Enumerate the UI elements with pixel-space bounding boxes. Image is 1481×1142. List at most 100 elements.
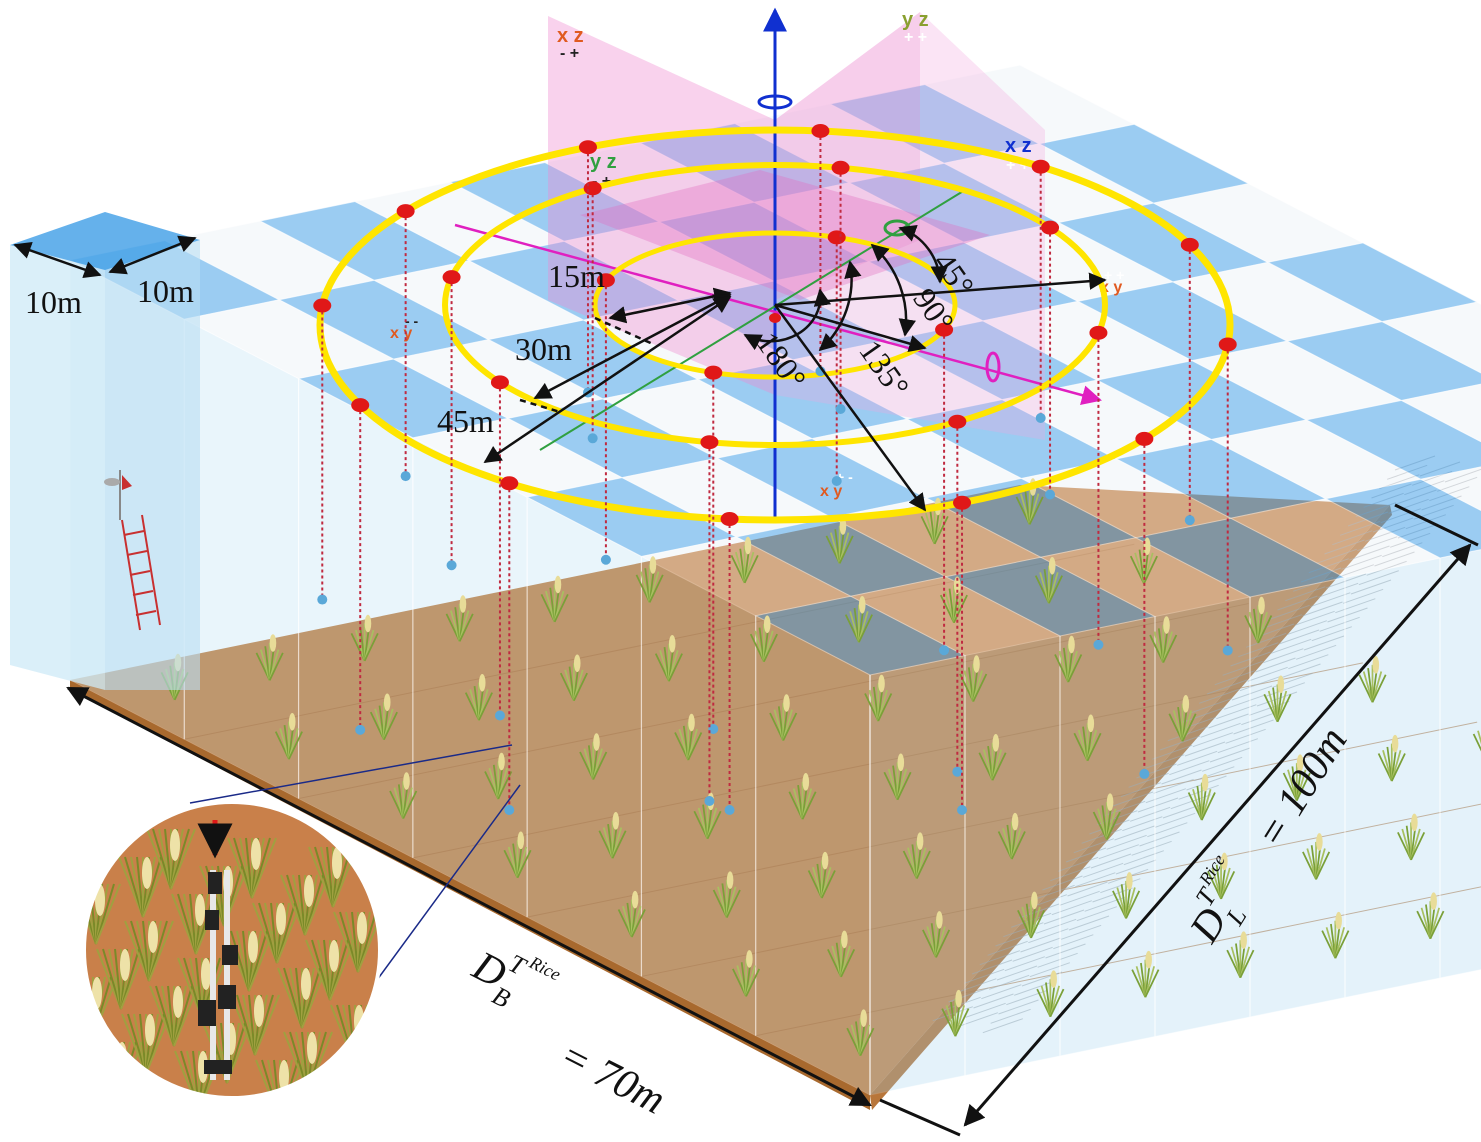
rotation-ring-icon xyxy=(985,351,1001,383)
rice-plant-icon xyxy=(1472,730,1481,752)
plane-tags: x z - + y z + + x z + + y z - + x y - - … xyxy=(390,9,1124,500)
anemometer-icon xyxy=(104,470,132,520)
grid-cell xyxy=(1037,123,1251,204)
ground-sensor xyxy=(1139,768,1150,779)
cell-size-arrows xyxy=(13,235,197,279)
plane-tag-sign: + + xyxy=(904,29,927,46)
rice-plant-icon xyxy=(336,1068,380,1098)
cell-depth-label: 10m xyxy=(137,273,194,309)
rice-plant-icon xyxy=(118,856,168,918)
sensor-marker xyxy=(596,273,615,288)
grid-cell xyxy=(1399,383,1481,443)
ground-sensor xyxy=(1045,489,1056,500)
center-marker xyxy=(769,313,781,323)
ground-sensor xyxy=(835,403,846,414)
ground-sensor xyxy=(939,645,950,656)
plane-tag: x z xyxy=(1005,135,1032,157)
sensor-marker xyxy=(811,123,830,138)
sensor-marker xyxy=(500,476,519,491)
column-face xyxy=(183,318,300,800)
sensor-marker xyxy=(351,398,370,413)
plane-tag: x y xyxy=(390,325,412,342)
rice-plant-icon xyxy=(124,920,174,982)
radius-outer-label: 45m xyxy=(437,403,494,439)
sensor-marker xyxy=(1135,431,1154,446)
rotation-ring-icon xyxy=(757,94,793,110)
column-face xyxy=(298,377,414,859)
field-dimensions xyxy=(66,503,1479,1137)
breadth-supsup: Rice xyxy=(525,952,563,985)
ground-sensor xyxy=(704,796,715,807)
sensor-marker xyxy=(935,322,954,337)
sensor-marker xyxy=(1218,337,1237,352)
ground-sensor xyxy=(831,476,842,487)
radius-dimensions xyxy=(483,287,732,464)
sensor-marker xyxy=(1089,325,1108,340)
sensor-marker xyxy=(831,160,850,175)
column-face xyxy=(755,614,871,1096)
ground-sensor xyxy=(1184,515,1195,526)
radius-mid-label: 30m xyxy=(515,331,572,367)
rice-plant-icon xyxy=(902,832,931,879)
rice-plant-icon xyxy=(635,556,664,603)
ground-sensor xyxy=(1093,639,1104,650)
sensor-marker xyxy=(396,204,415,219)
sensor-marker xyxy=(490,375,509,390)
grid-cell xyxy=(1266,242,1479,323)
rice-plant-icon xyxy=(939,576,968,624)
sensor-marker xyxy=(704,365,723,380)
radius-inner-label: 15m xyxy=(548,258,605,294)
rice-plant-icon xyxy=(844,595,873,643)
column-face xyxy=(526,496,642,978)
rice-plant-icon xyxy=(149,985,199,1047)
ground-sensor xyxy=(957,805,968,815)
rice-plant-icon xyxy=(333,911,380,973)
plane-tag-sign: + + xyxy=(1104,267,1124,283)
plane-tag: x y xyxy=(820,483,842,500)
breadth-value: = 70m xyxy=(552,1032,672,1123)
sensor-marker xyxy=(1180,237,1199,252)
grid-cell xyxy=(1285,321,1481,401)
rice-plant-icon xyxy=(280,874,330,936)
rice-plant-icon xyxy=(305,939,355,1001)
rice-plant-icon xyxy=(255,634,284,681)
ground-sensor xyxy=(355,724,366,735)
sensor-marker xyxy=(700,435,719,450)
ground-sensor xyxy=(1222,645,1233,656)
plane-tag: y z xyxy=(590,151,617,173)
rice-plant-icon xyxy=(252,902,302,964)
ring-outer xyxy=(316,126,1234,524)
plane-tag-sign: - + xyxy=(560,45,579,62)
sensor-marker xyxy=(313,298,332,313)
rice-plant-icon xyxy=(825,517,854,564)
ground-sensor xyxy=(317,594,328,605)
rice-plant-icon xyxy=(445,595,474,642)
sensor-marker xyxy=(720,512,739,527)
ground-sensor xyxy=(724,805,735,815)
sensor-marker xyxy=(948,414,967,429)
grid-cell xyxy=(1304,399,1481,480)
column-face xyxy=(1439,549,1481,979)
ground-sensor xyxy=(600,554,611,565)
column-face xyxy=(640,555,757,1037)
grid-cell xyxy=(1380,301,1481,374)
rice-plant-icon xyxy=(883,753,912,801)
ground-sensor xyxy=(446,560,457,571)
rice-plant-icon xyxy=(922,911,951,958)
rice-plant-icon xyxy=(1015,478,1044,525)
rice-plant-icon xyxy=(540,575,569,623)
plane-tag: x z xyxy=(557,25,584,47)
ground-sensor xyxy=(587,433,598,444)
ring-mid xyxy=(442,162,1108,448)
grid-cell xyxy=(1419,466,1481,512)
rice-plant-icon xyxy=(654,634,683,682)
sensor-marker xyxy=(442,270,461,285)
ground-sensor xyxy=(952,766,963,777)
grid-cell xyxy=(1324,478,1481,559)
cell-width-label: 10m xyxy=(25,284,82,320)
plane-tag: y z xyxy=(902,9,929,31)
sensor-marker xyxy=(1031,159,1050,174)
sensor-marker xyxy=(827,230,846,245)
rice-plant-icon xyxy=(146,828,196,890)
